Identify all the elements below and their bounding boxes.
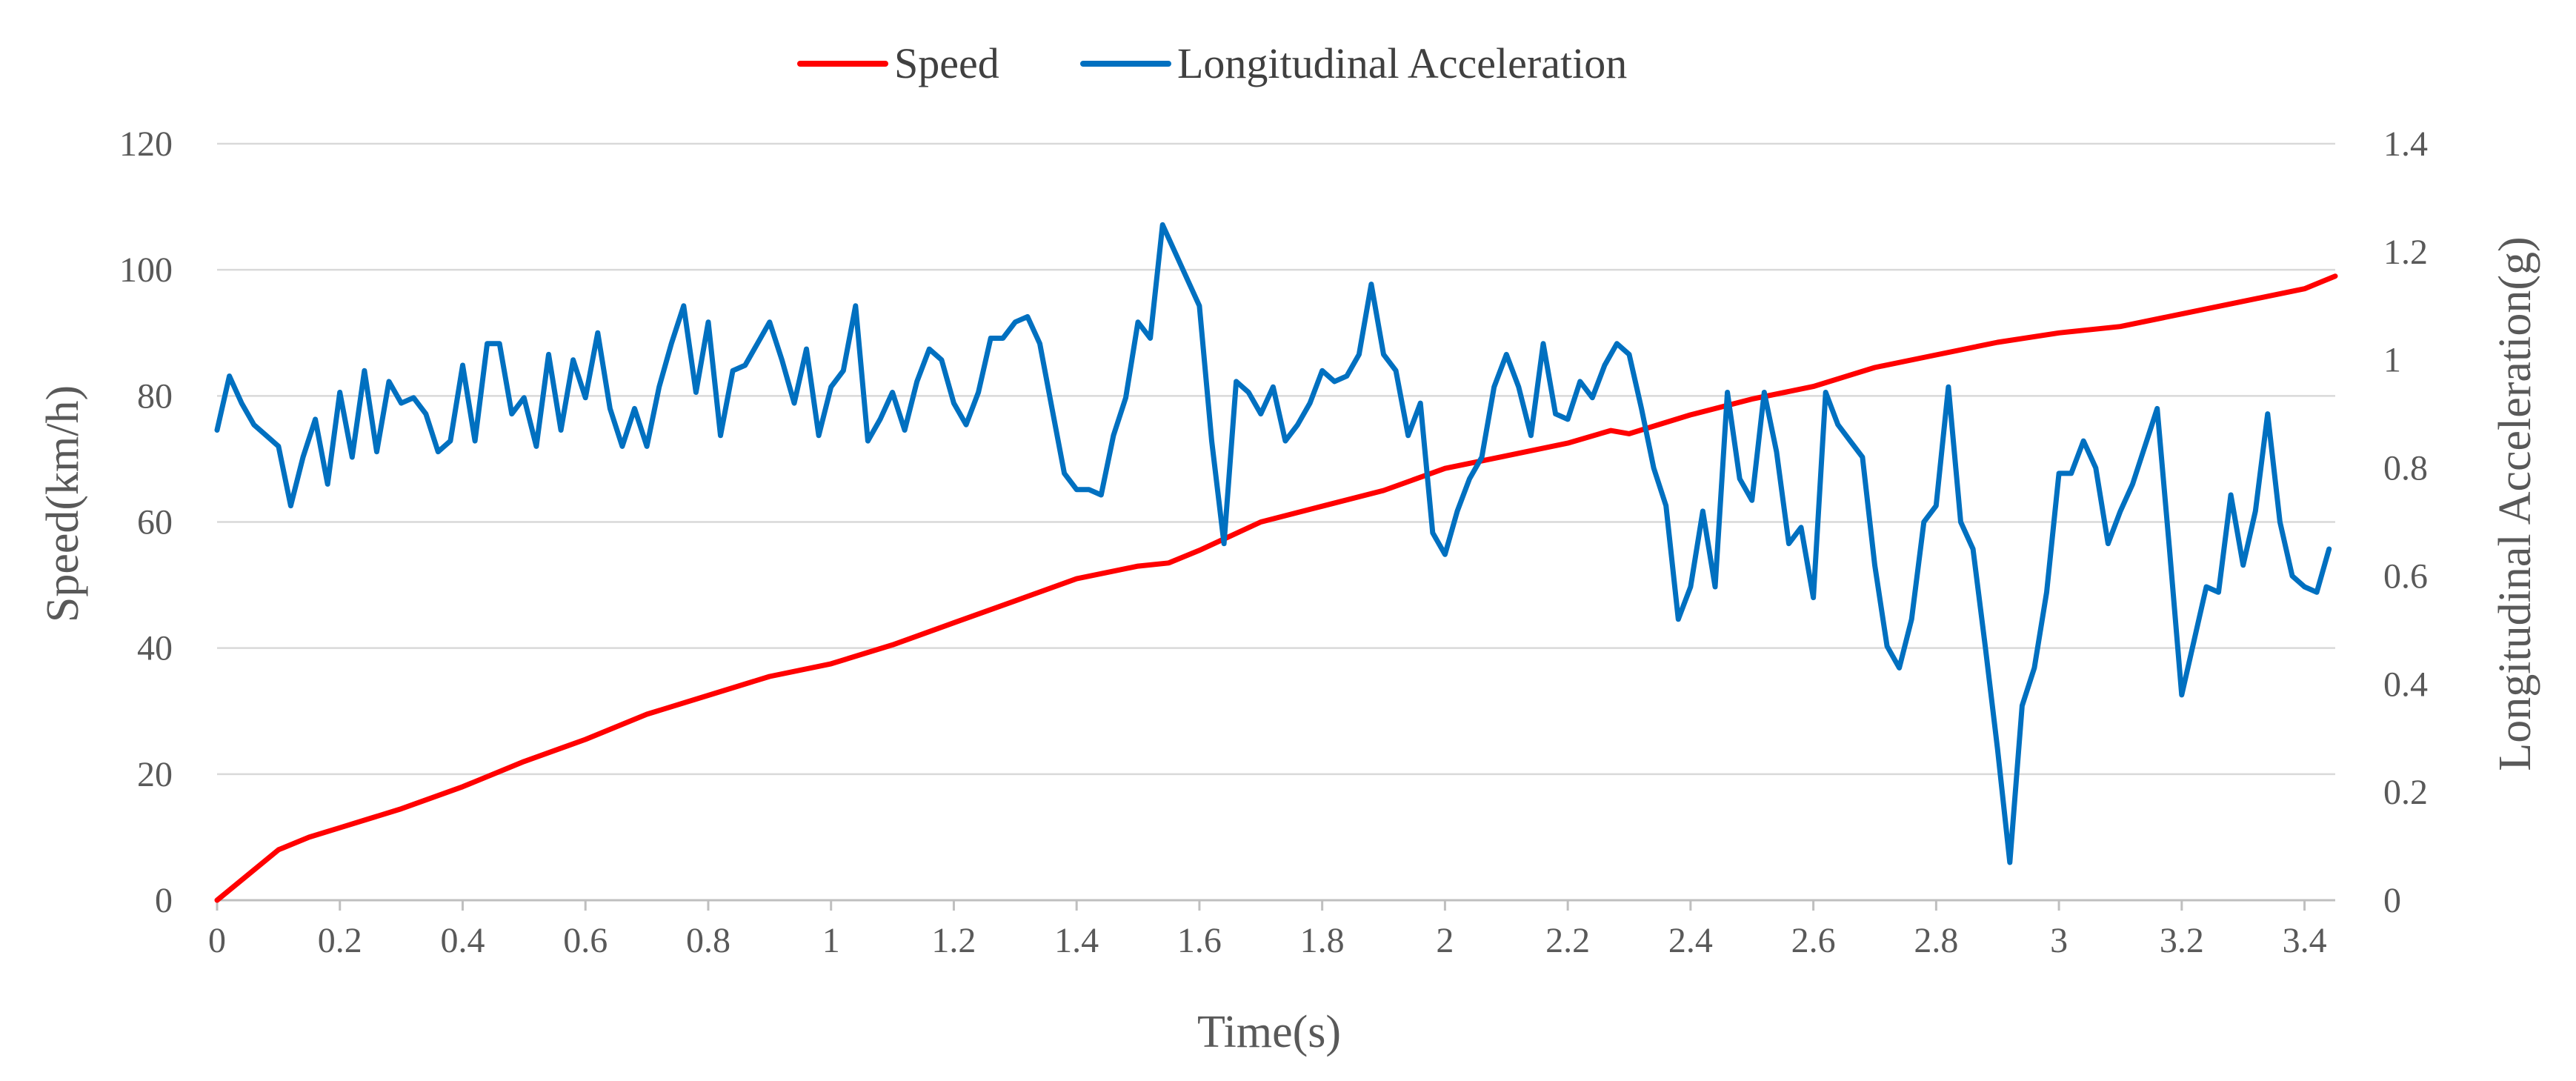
series-line-acceleration <box>214 222 2332 865</box>
x-tick-label: 2.6 <box>1791 921 1836 960</box>
x-tick-label: 0.6 <box>563 921 608 960</box>
y-axis-right-ticks: 0 0.2 0.4 0.6 0.8 1 1.2 1.4 <box>2383 124 2428 920</box>
y-right-tick-label: 1 <box>2383 341 2401 380</box>
y-right-tick-label: 0 <box>2383 881 2401 920</box>
x-tick-label: 2.4 <box>1668 921 1713 960</box>
series-line-speed <box>214 273 2338 903</box>
legend: Speed Longitudinal Acceleration <box>797 39 1627 87</box>
y-right-tick-label: 0.6 <box>2383 556 2428 596</box>
x-axis-title: Time(s) <box>1197 1007 1341 1057</box>
x-tick-label: 3 <box>2050 921 2068 960</box>
y-left-tick-label: 80 <box>137 376 173 416</box>
x-tick-label: 0 <box>208 921 226 960</box>
legend-label-acceleration: Longitudinal Acceleration <box>1177 39 1627 87</box>
y-left-tick-label: 40 <box>137 629 173 668</box>
x-tick-label: 1.6 <box>1177 921 1222 960</box>
x-tick-label: 0.4 <box>440 921 485 960</box>
y-left-tick-label: 120 <box>119 124 173 164</box>
y-right-tick-label: 0.8 <box>2383 449 2428 488</box>
x-tick-label: 0.8 <box>686 921 730 960</box>
y-axis-left-title: Speed(km/h) <box>38 385 88 622</box>
y-right-tick-label: 1.2 <box>2383 233 2428 272</box>
x-tick-label: 2.2 <box>1545 921 1590 960</box>
legend-item-acceleration[interactable]: Longitudinal Acceleration <box>1080 39 1627 87</box>
x-tick-label: 1.8 <box>1300 921 1345 960</box>
x-tick-label: 2 <box>1436 921 1454 960</box>
y-left-tick-label: 60 <box>137 503 173 542</box>
y-left-tick-label: 20 <box>137 755 173 794</box>
legend-label-speed: Speed <box>894 39 999 87</box>
x-tick-label: 3.2 <box>2160 921 2204 960</box>
x-tick-label: 0.2 <box>318 921 362 960</box>
x-tick-label: 1.2 <box>931 921 976 960</box>
y-left-tick-label: 100 <box>119 250 173 290</box>
y-axis-right-title: Longitudinal Acceleration(g) <box>2490 236 2540 771</box>
y-axis-left-ticks: 0 20 40 60 80 100 120 <box>119 124 173 920</box>
x-axis-ticks: 0 0.2 0.4 0.6 0.8 1 1.2 1.4 1.6 1.8 2 2.2 2.4 2.6 2.8 3… <box>208 900 2327 960</box>
y-right-tick-label: 0.2 <box>2383 773 2428 812</box>
x-tick-label: 1.4 <box>1054 921 1099 960</box>
x-tick-label: 1 <box>822 921 840 960</box>
x-tick-label: 3.4 <box>2283 921 2327 960</box>
legend-item-speed[interactable]: Speed <box>797 39 999 87</box>
series-lines <box>214 222 2338 903</box>
grid-lines <box>217 142 2335 776</box>
y-left-tick-label: 0 <box>155 881 173 920</box>
x-tick-label: 2.8 <box>1914 921 1958 960</box>
y-right-tick-label: 1.4 <box>2383 124 2428 164</box>
y-right-tick-label: 0.4 <box>2383 665 2428 704</box>
